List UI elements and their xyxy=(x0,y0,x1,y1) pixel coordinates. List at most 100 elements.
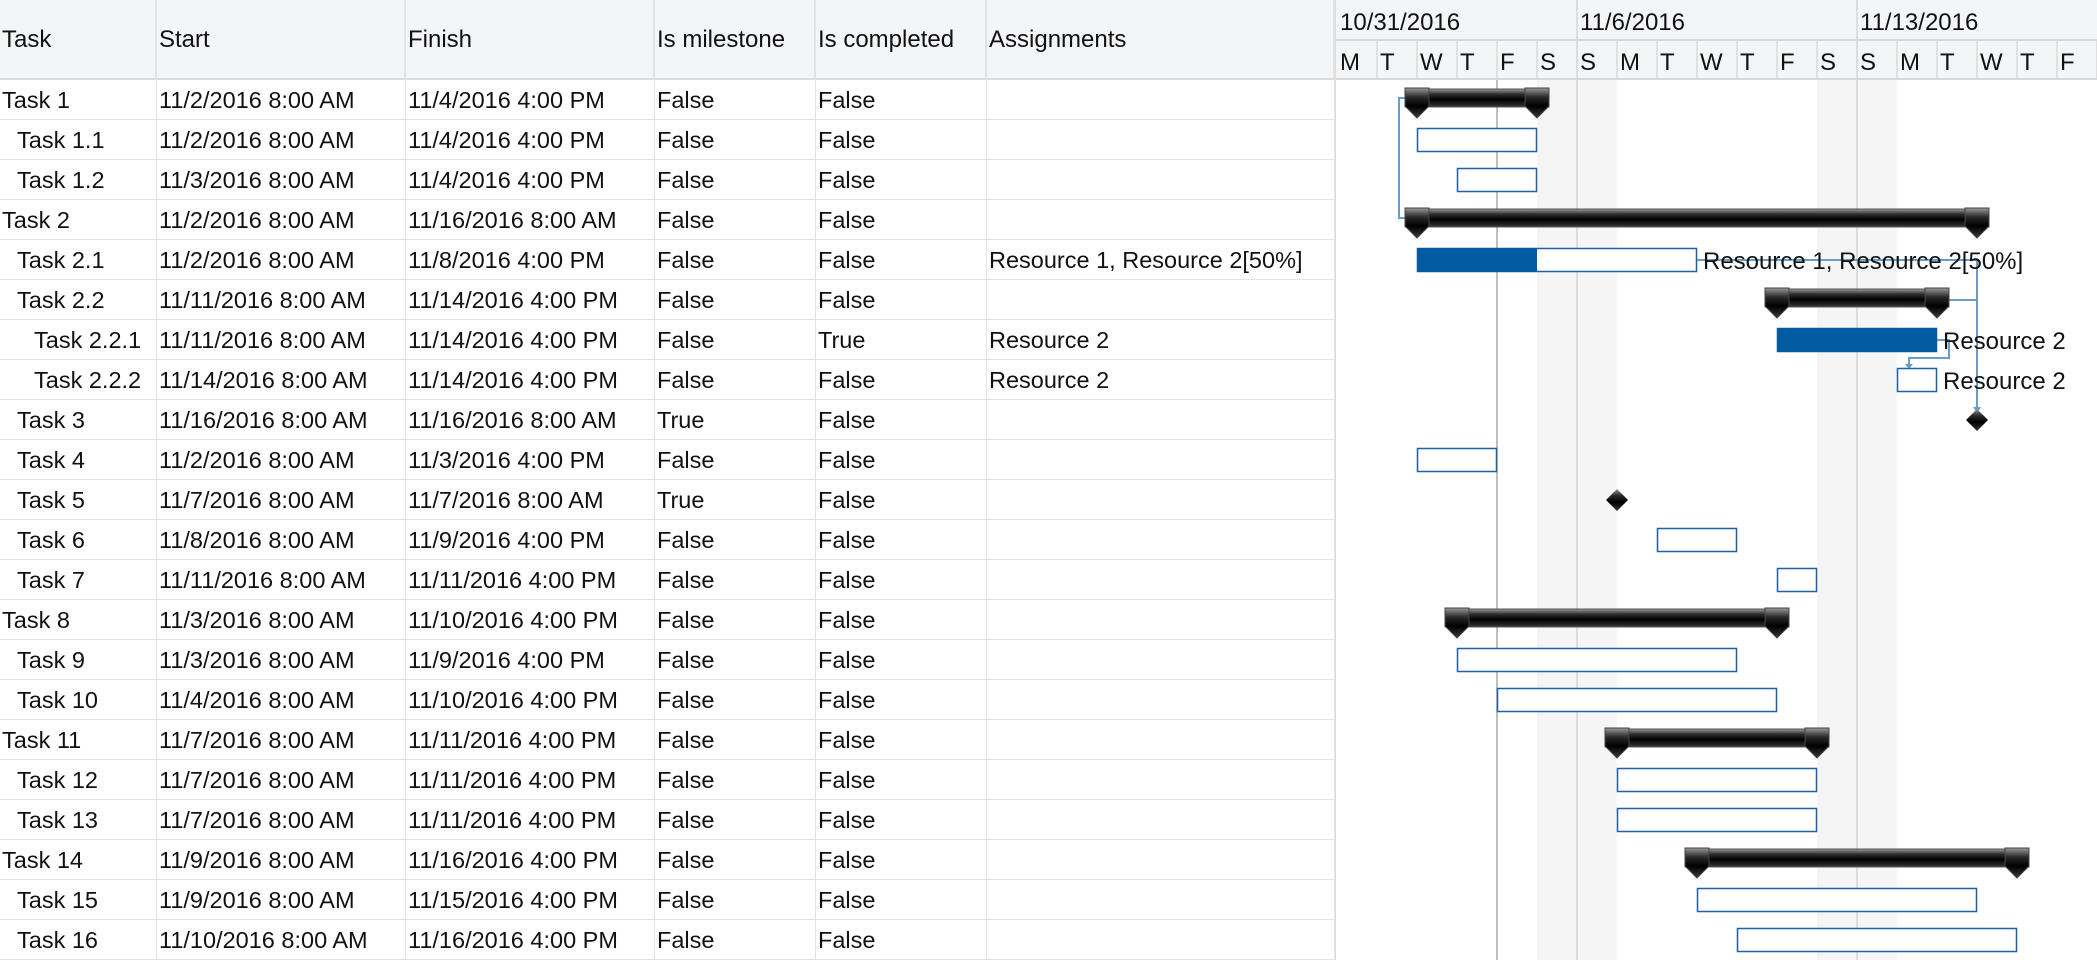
table-row[interactable]: Task 2.1 11/2/2016 8:00 AM 11/8/2016 4:00 … xyxy=(0,240,1335,280)
cell-milestone: False xyxy=(655,720,816,760)
milestone-diamond xyxy=(1606,489,1628,511)
cell-name: Task 2.2 xyxy=(0,280,157,320)
summary-bar xyxy=(1684,848,2030,868)
table-row[interactable]: Task 13 11/7/2016 8:00 AM 11/11/2016 4:00 … xyxy=(0,800,1335,840)
table-row[interactable]: Task 3 11/16/2016 8:00 AM 11/16/2016 8:00 … xyxy=(0,400,1335,440)
day-label: F xyxy=(1780,49,1795,76)
cell-assignments xyxy=(987,920,1335,960)
cell-start: 11/8/2016 8:00 AM xyxy=(157,520,406,560)
cell-completed: False xyxy=(816,880,987,920)
summary-start-cap xyxy=(1684,847,1710,879)
table-row[interactable]: Task 2 11/2/2016 8:00 AM 11/16/2016 8:00 A… xyxy=(0,200,1335,240)
cell-finish: 11/4/2016 4:00 PM xyxy=(406,80,655,120)
task-bar xyxy=(1696,887,1978,913)
cell-milestone: False xyxy=(655,880,816,920)
column-header-start[interactable]: Start xyxy=(157,0,406,80)
arrow-head xyxy=(1905,364,1913,369)
day-label: W xyxy=(1420,49,1443,76)
cell-name: Task 7 xyxy=(0,560,157,600)
cell-milestone: False xyxy=(655,520,816,560)
cell-assignments xyxy=(987,720,1335,760)
task-bar xyxy=(1456,167,1538,193)
column-header-completed[interactable]: Is completed xyxy=(816,0,987,80)
summary-bar xyxy=(1604,728,1830,748)
day-label: S xyxy=(1820,49,1836,76)
column-header-assignments[interactable]: Assignments xyxy=(987,0,1335,80)
task-grid: Task Start Finish Is milestone Is comple… xyxy=(0,0,1335,960)
summary-end-cap xyxy=(1964,207,1990,239)
table-row[interactable]: Task 2.2 11/11/2016 8:00 AM 11/14/2016 4:0… xyxy=(0,280,1335,320)
column-header-finish[interactable]: Finish xyxy=(406,0,655,80)
task-progress xyxy=(1777,328,1937,352)
table-row[interactable]: Task 14 11/9/2016 8:00 AM 11/16/2016 4:00 … xyxy=(0,840,1335,880)
cell-start: 11/10/2016 8:00 AM xyxy=(157,920,406,960)
summary-bar xyxy=(1444,608,1790,628)
cell-completed: False xyxy=(816,360,987,400)
day-label: S xyxy=(1860,49,1876,76)
cell-assignments: Resource 1, Resource 2[50%] xyxy=(987,240,1335,280)
cell-milestone: False xyxy=(655,200,816,240)
cell-name: Task 4 xyxy=(0,440,157,480)
cell-name: Task 2.2.2 xyxy=(0,360,157,400)
table-row[interactable]: Task 7 11/11/2016 8:00 AM 11/11/2016 4:00 … xyxy=(0,560,1335,600)
cell-name: Task 12 xyxy=(0,760,157,800)
table-row[interactable]: Task 1.2 11/3/2016 8:00 AM 11/4/2016 4:00 … xyxy=(0,160,1335,200)
day-label: F xyxy=(1500,49,1515,76)
table-row[interactable]: Task 2.2.1 11/11/2016 8:00 AM 11/14/2016 4… xyxy=(0,320,1335,360)
cell-milestone: False xyxy=(655,280,816,320)
day-label: T xyxy=(1380,49,1395,76)
cell-start: 11/2/2016 8:00 AM xyxy=(157,200,406,240)
cell-finish: 11/9/2016 4:00 PM xyxy=(406,520,655,560)
cell-start: 11/2/2016 8:00 AM xyxy=(157,80,406,120)
table-row[interactable]: Task 4 11/2/2016 8:00 AM 11/3/2016 4:00 PM… xyxy=(0,440,1335,480)
table-row[interactable]: Task 9 11/3/2016 8:00 AM 11/9/2016 4:00 PM… xyxy=(0,640,1335,680)
table-row[interactable]: Task 1 11/2/2016 8:00 AM 11/4/2016 4:00 PM… xyxy=(0,80,1335,120)
day-label: W xyxy=(1980,49,2003,76)
cell-completed: False xyxy=(816,480,987,520)
task-bar xyxy=(1616,807,1818,833)
table-row[interactable]: Task 10 11/4/2016 8:00 AM 11/10/2016 4:00 … xyxy=(0,680,1335,720)
cell-name: Task 3 xyxy=(0,400,157,440)
summary-end-cap xyxy=(1524,87,1550,119)
cell-completed: False xyxy=(816,800,987,840)
table-row[interactable]: Task 11 11/7/2016 8:00 AM 11/11/2016 4:00 … xyxy=(0,720,1335,760)
table-row[interactable]: Task 16 11/10/2016 8:00 AM 11/16/2016 4:00… xyxy=(0,920,1335,960)
column-header-milestone[interactable]: Is milestone xyxy=(655,0,816,80)
table-row[interactable]: Task 6 11/8/2016 8:00 AM 11/9/2016 4:00 PM… xyxy=(0,520,1335,560)
cell-completed: False xyxy=(816,80,987,120)
cell-start: 11/11/2016 8:00 AM xyxy=(157,280,406,320)
day-label: S xyxy=(1580,49,1596,76)
table-row[interactable]: Task 2.2.2 11/14/2016 8:00 AM 11/14/2016 4… xyxy=(0,360,1335,400)
table-row[interactable]: Task 8 11/3/2016 8:00 AM 11/10/2016 4:00 P… xyxy=(0,600,1335,640)
dependency-connector xyxy=(1908,339,1950,368)
table-row[interactable]: Task 1.1 11/2/2016 8:00 AM 11/4/2016 4:00 … xyxy=(0,120,1335,160)
summary-bar xyxy=(1764,288,1950,308)
milestone-diamond xyxy=(1966,409,1988,431)
cell-milestone: False xyxy=(655,560,816,600)
cell-finish: 11/11/2016 4:00 PM xyxy=(406,760,655,800)
table-row[interactable]: Task 12 11/7/2016 8:00 AM 11/11/2016 4:00 … xyxy=(0,760,1335,800)
cell-finish: 11/16/2016 8:00 AM xyxy=(406,400,655,440)
task-bar xyxy=(1496,687,1778,713)
column-header-task[interactable]: Task xyxy=(0,0,157,80)
cell-completed: False xyxy=(816,440,987,480)
cell-assignments: Resource 2 xyxy=(987,320,1335,360)
cell-name: Task 5 xyxy=(0,480,157,520)
cell-name: Task 10 xyxy=(0,680,157,720)
cell-milestone: False xyxy=(655,800,816,840)
cell-milestone: False xyxy=(655,240,816,280)
cell-completed: False xyxy=(816,240,987,280)
cell-start: 11/9/2016 8:00 AM xyxy=(157,880,406,920)
cell-completed: False xyxy=(816,760,987,800)
task-bar xyxy=(1616,767,1818,793)
cell-finish: 11/4/2016 4:00 PM xyxy=(406,160,655,200)
table-row[interactable]: Task 5 11/7/2016 8:00 AM 11/7/2016 8:00 AM… xyxy=(0,480,1335,520)
day-label: T xyxy=(1940,49,1955,76)
table-row[interactable]: Task 15 11/9/2016 8:00 AM 11/15/2016 4:00 … xyxy=(0,880,1335,920)
cell-milestone: False xyxy=(655,600,816,640)
cell-milestone: True xyxy=(655,480,816,520)
cell-milestone: False xyxy=(655,760,816,800)
cell-start: 11/7/2016 8:00 AM xyxy=(157,800,406,840)
cell-finish: 11/10/2016 4:00 PM xyxy=(406,600,655,640)
cell-finish: 11/3/2016 4:00 PM xyxy=(406,440,655,480)
